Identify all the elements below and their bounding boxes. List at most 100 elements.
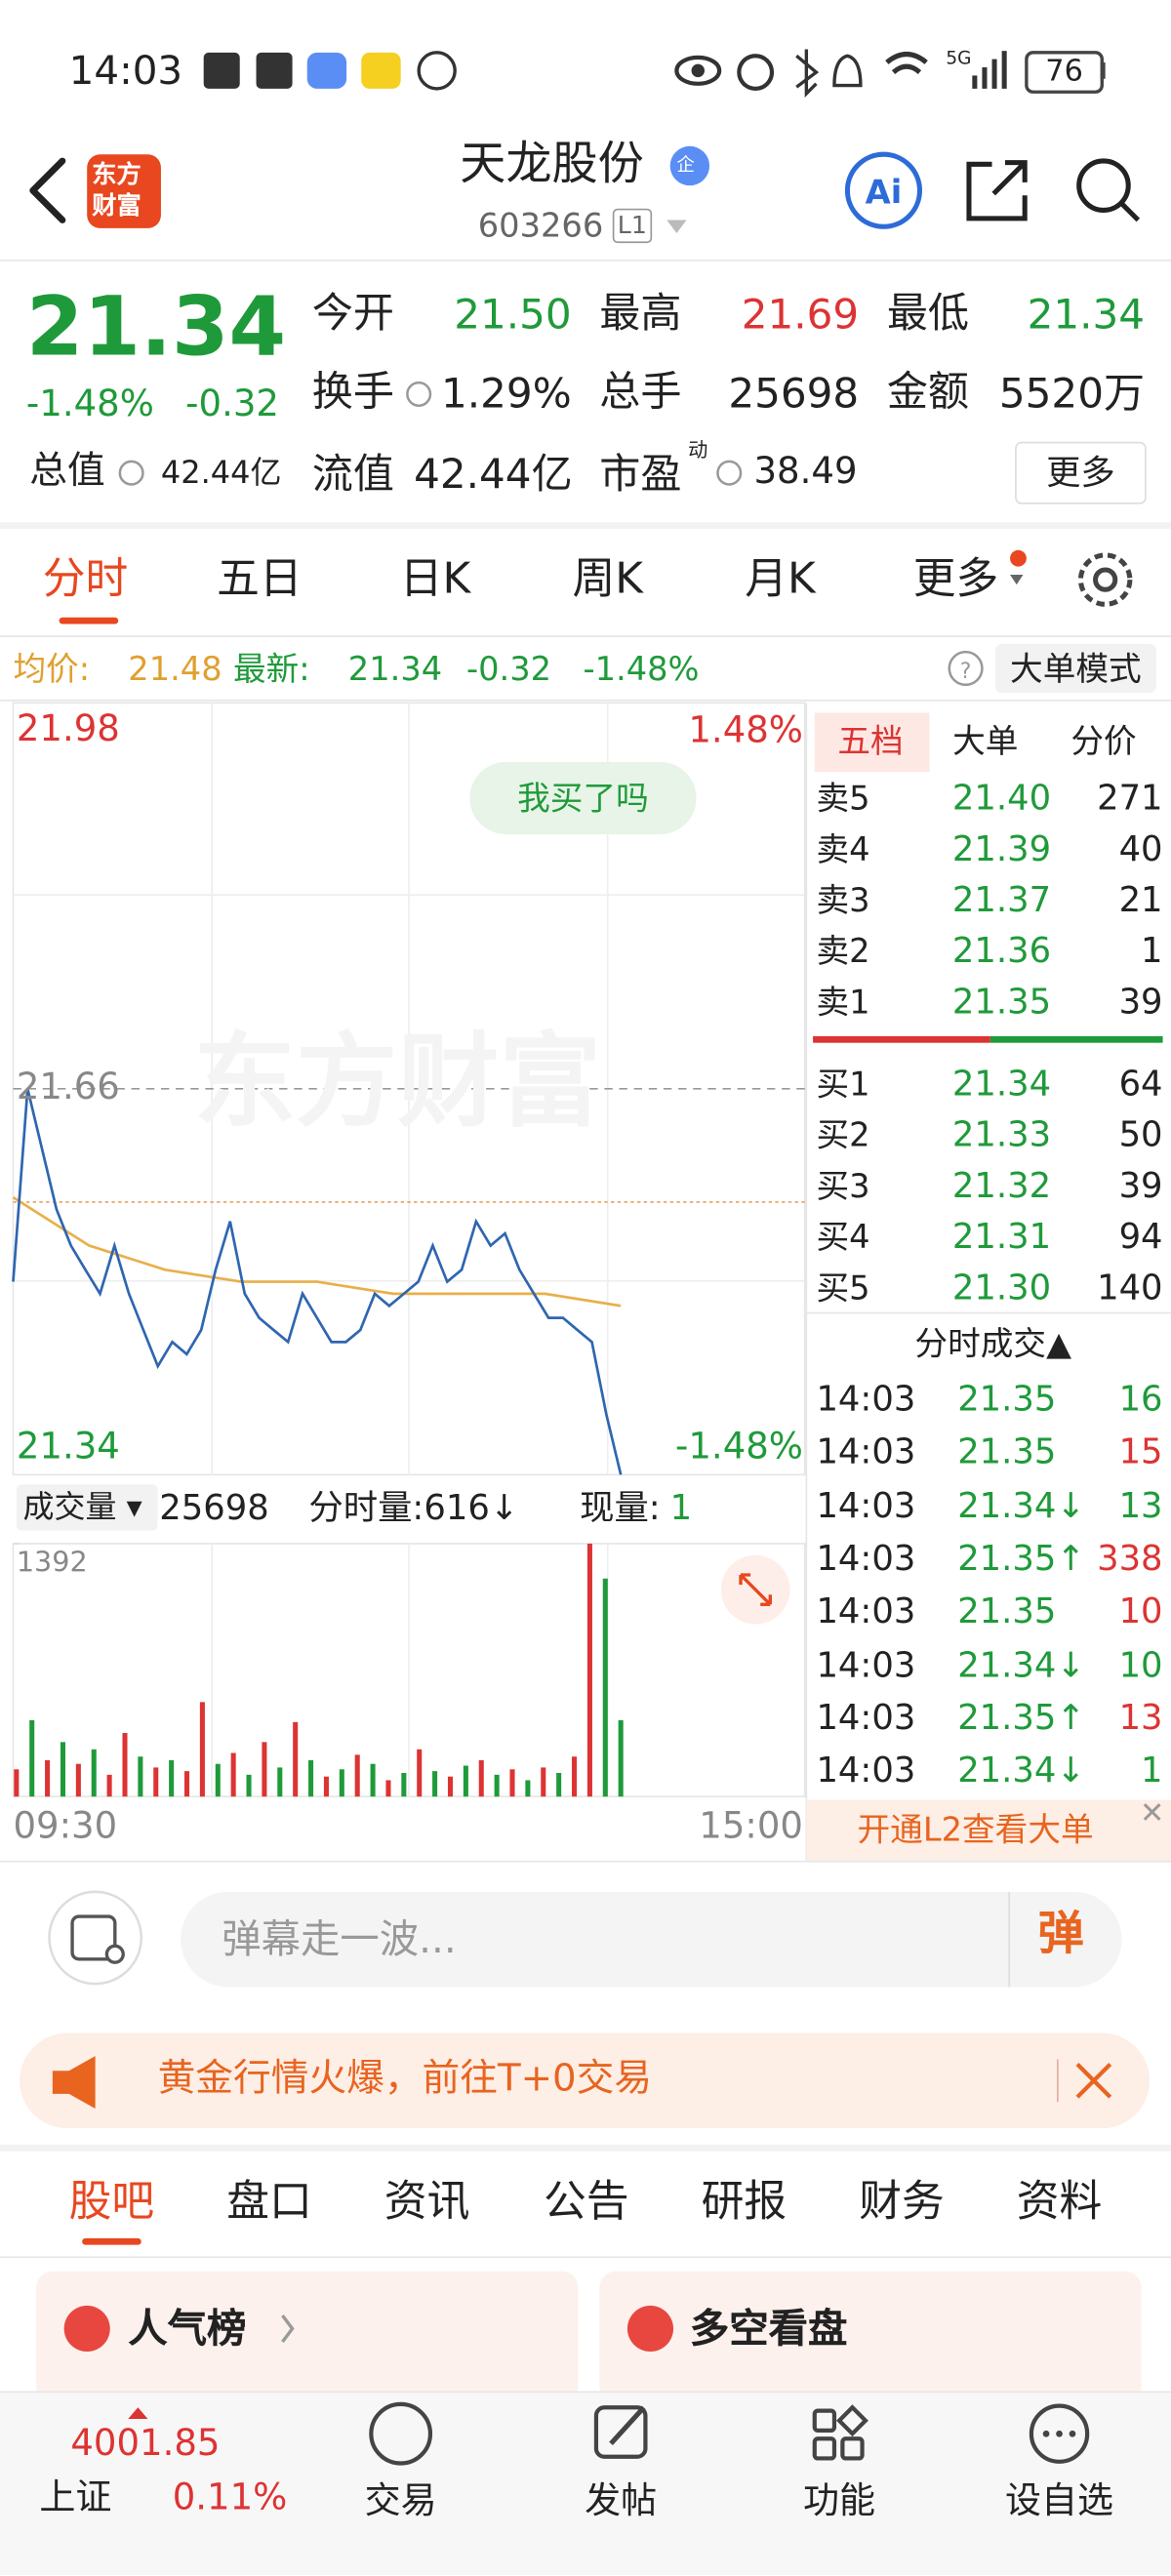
decoration [1100,61,1106,79]
period-tab[interactable]: 周K [572,554,643,605]
trade-volume: 338 [1097,1538,1163,1579]
volume-bar [91,1749,97,1797]
book-price: 21.35 [951,982,1052,1022]
trade-volume: 13 [1118,1697,1163,1738]
ai-icon[interactable] [844,151,923,229]
l2-text: 开通L2查看大单 [857,1809,1094,1850]
mode-button[interactable]: 大单模式 [994,643,1156,694]
field-value: 25698 [728,369,860,418]
section-tab[interactable]: 财务 [859,2177,945,2228]
section-tab[interactable]: 股吧 [68,2177,155,2228]
section-tab[interactable]: 资料 [1016,2177,1103,2228]
section-tab[interactable]: 公告 [544,2177,629,2228]
time-start: 09:30 [13,1806,118,1848]
comment-input[interactable] [181,1891,1122,1988]
banner-icons [52,2056,1112,2109]
decoration [104,1944,125,1964]
decoration [716,460,743,486]
period-tab[interactable]: 日K [399,554,471,605]
book-label: 买3 [816,1165,870,1206]
section-tab[interactable]: 研报 [701,2177,787,2228]
book-label: 卖4 [816,828,870,869]
avg-label: 均价: [13,648,91,689]
bubble[interactable]: 我买了吗 [469,761,697,834]
bid-ratio [989,1035,1163,1043]
l2-banner[interactable] [806,1799,1171,1861]
share-icon[interactable] [966,160,1028,221]
tab-icons [1010,549,1133,607]
nav-item[interactable]: 交易 [364,2481,437,2523]
volume-bar [432,1771,438,1797]
trade-volume: 10 [1118,1591,1163,1631]
nav-item[interactable]: 设自选 [1004,2481,1114,2523]
decoration [948,650,984,687]
promo-banner[interactable] [20,2033,1151,2129]
danmaku-button[interactable]: 弹 [1037,1906,1084,1961]
stock-code: 603266 [477,205,604,245]
float-value: 42.44亿 [414,450,573,498]
book-price: 21.37 [951,880,1052,920]
nav-item[interactable]: 发帖 [585,2481,658,2523]
stock-name: 天龙股份 [460,136,644,191]
icon-text: ? [960,660,972,684]
price-line [12,1088,623,1475]
back-icon[interactable] [29,157,66,223]
section-tab[interactable]: 资讯 [384,2177,470,2228]
decoration [991,59,997,89]
decoration [48,1890,143,1986]
volume-bar [447,1776,454,1797]
search-icon[interactable] [1076,158,1131,213]
book-label: 卖1 [816,982,870,1022]
field-label: 最高 [599,289,682,338]
pe-sup: 动 [688,438,708,462]
volume-bar [246,1774,252,1797]
y-tick-label: 21.66 [16,1067,120,1109]
trade-price: 21.34↓ [957,1751,1085,1791]
volume-bar [169,1759,175,1797]
pe-value: 38.49 [753,451,858,493]
y-tick-label: 21.34 [16,1427,120,1469]
volume-selector[interactable]: 成交量 ▾ [16,1484,158,1531]
status-icons [203,49,1106,98]
book-volume: 40 [1118,828,1163,869]
nav-item[interactable]: 功能 [802,2481,876,2523]
decoration [972,75,978,89]
book-tab[interactable]: 五档 [837,720,904,761]
book-label: 买1 [816,1064,870,1104]
pct-top: 1.48% [688,710,803,752]
volume-bar [323,1776,329,1797]
book-tab[interactable]: 大单 [952,720,1019,761]
section-tab[interactable]: 盘口 [226,2177,312,2228]
trade-price: 21.34↓ [957,1644,1085,1684]
period-tab[interactable]: 分时 [42,554,129,605]
decoration [674,55,722,86]
period-tab[interactable]: 五日 [217,554,303,605]
trade-volume: 16 [1118,1379,1163,1420]
card-title: 多空看盘 [689,2305,848,2353]
decoration [281,2314,295,2343]
decoration [1029,2403,1090,2464]
book-tab[interactable]: 分价 [1070,720,1137,761]
book-price: 21.31 [951,1217,1052,1257]
ask-ratio [813,1035,990,1043]
card[interactable] [599,2271,1142,2403]
book-volume: 50 [1118,1114,1163,1155]
volume-bar [541,1767,546,1797]
card[interactable] [36,2271,579,2403]
period-tab[interactable]: 月K [745,554,816,605]
decoration [118,460,144,486]
volume-bar [339,1769,344,1797]
l2-close[interactable]: ✕ [1140,1796,1165,1831]
decoration [812,2436,837,2461]
period-tab[interactable]: 更多 [912,554,999,605]
field-label: 今开 [311,289,394,338]
logo-line: 财富 [92,190,141,221]
volume-bar [138,1756,143,1797]
book-label: 买5 [816,1268,870,1308]
field-label: 金额 [886,367,969,416]
divider [0,2144,1171,2152]
volume-bar [293,1721,299,1797]
trade-time: 14:03 [816,1751,916,1791]
more-button[interactable]: 更多 [1015,441,1147,504]
